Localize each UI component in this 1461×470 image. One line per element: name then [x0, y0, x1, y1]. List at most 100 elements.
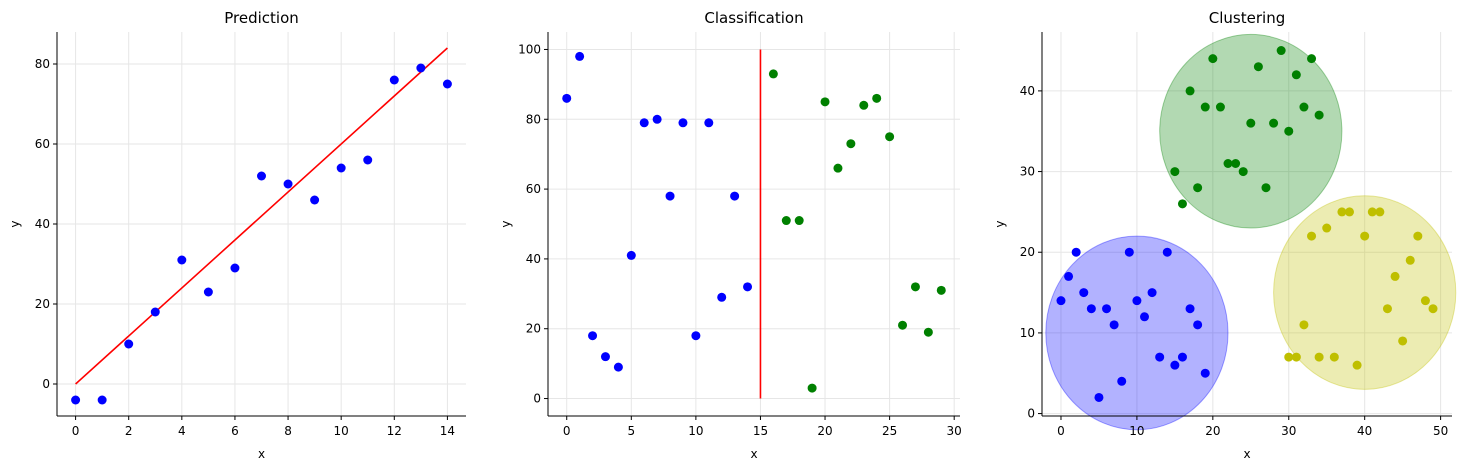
x-tick-label: 10	[334, 424, 349, 438]
data-point	[1367, 207, 1377, 217]
data-point	[807, 383, 817, 393]
y-tick-label: 80	[526, 112, 541, 126]
data-point	[203, 287, 213, 297]
data-point	[389, 75, 399, 85]
y-tick-label: 100	[518, 42, 541, 56]
data-point	[1291, 70, 1301, 80]
data-point	[177, 255, 187, 265]
data-point	[613, 362, 623, 372]
x-tick-label: 50	[1433, 424, 1448, 438]
y-tick-label: 20	[35, 297, 50, 311]
data-point	[730, 191, 740, 201]
data-point	[704, 118, 714, 128]
data-point	[1177, 352, 1187, 362]
data-point	[1185, 86, 1195, 96]
data-point	[150, 307, 160, 317]
chart-panel-2: 0 5 10 15 20 25 30 0 20 40 60 80 100 Classification x y	[499, 9, 962, 461]
data-point	[1382, 304, 1392, 314]
data-point	[310, 195, 320, 205]
data-point	[1420, 296, 1430, 306]
data-point	[416, 63, 426, 73]
data-point	[1185, 304, 1195, 314]
data-point	[562, 93, 572, 103]
data-point	[1193, 320, 1203, 330]
y-tick-label: 30	[1020, 165, 1035, 179]
data-point	[923, 327, 933, 337]
data-point	[1056, 296, 1066, 306]
data-point	[600, 352, 610, 362]
data-point	[1405, 255, 1415, 265]
x-tick-label: 0	[563, 424, 571, 438]
data-point	[1177, 199, 1187, 209]
y-tick-label: 80	[35, 57, 50, 71]
data-point	[910, 282, 920, 292]
data-point	[1329, 352, 1339, 362]
data-point	[781, 216, 791, 226]
data-point	[1261, 183, 1271, 193]
data-point	[885, 132, 895, 142]
y-tick-label: 60	[526, 182, 541, 196]
data-point	[1140, 312, 1149, 322]
x-tick-label: 10	[688, 424, 703, 438]
x-tick-label: 8	[284, 424, 292, 438]
data-point	[1071, 247, 1081, 257]
data-point	[1170, 360, 1180, 370]
data-point	[230, 263, 240, 273]
chart-panel-1: 0 2 4 6 8 10 12 14 0 20 40 60 80 Prediction x y	[8, 9, 466, 461]
data-point	[859, 100, 869, 110]
data-point	[1094, 392, 1104, 402]
x-tick-label: 0	[1057, 424, 1065, 438]
y-tick-label: 20	[526, 322, 541, 336]
data-point	[626, 250, 636, 260]
y-tick-label: 60	[35, 137, 50, 151]
data-point	[1079, 288, 1089, 298]
data-point	[833, 163, 843, 173]
data-point	[97, 395, 107, 405]
x-tick-label: 2	[125, 424, 133, 438]
data-point	[1246, 118, 1256, 128]
chart-panel-3: 0 10 20 30 40 50 0 10 20 30 40 Clustering x y	[993, 9, 1457, 461]
data-point	[936, 285, 946, 295]
data-point	[820, 97, 830, 107]
cluster-region-1	[1045, 235, 1229, 431]
x-tick-label: 20	[1205, 424, 1220, 438]
x-axis-label: x	[750, 447, 757, 461]
x-tick-label: 25	[882, 424, 897, 438]
data-point	[1162, 247, 1172, 257]
data-point	[872, 93, 882, 103]
data-point	[639, 118, 649, 128]
data-point	[1360, 231, 1370, 241]
data-point	[1215, 102, 1225, 112]
data-point	[1337, 207, 1347, 217]
x-tick-label: 40	[1357, 424, 1372, 438]
y-tick-label: 0	[1027, 407, 1035, 421]
data-point	[1102, 304, 1112, 314]
data-point	[71, 395, 81, 405]
x-tick-label: 5	[627, 424, 635, 438]
data-point	[442, 79, 452, 89]
data-point	[1200, 102, 1210, 112]
data-point	[336, 163, 346, 173]
y-axis-label: y	[499, 220, 513, 227]
data-point	[1299, 102, 1309, 112]
y-axis-label: y	[8, 220, 22, 227]
data-point	[1147, 288, 1157, 298]
data-point	[1307, 231, 1317, 241]
x-tick-label: 6	[231, 424, 239, 438]
data-point	[1117, 376, 1127, 386]
data-point	[1314, 110, 1324, 120]
data-point	[1299, 320, 1309, 330]
x-axis-label: x	[258, 447, 265, 461]
y-tick-label: 20	[1020, 245, 1035, 259]
data-point	[1200, 368, 1210, 378]
x-tick-label: 30	[947, 424, 962, 438]
data-point	[1390, 271, 1400, 281]
data-point	[1284, 126, 1294, 136]
data-point	[1375, 207, 1385, 217]
x-tick-label: 10	[1129, 424, 1144, 438]
data-point	[1109, 320, 1119, 330]
x-tick-label: 14	[440, 424, 455, 438]
data-point	[678, 118, 688, 128]
data-point	[1322, 223, 1332, 233]
